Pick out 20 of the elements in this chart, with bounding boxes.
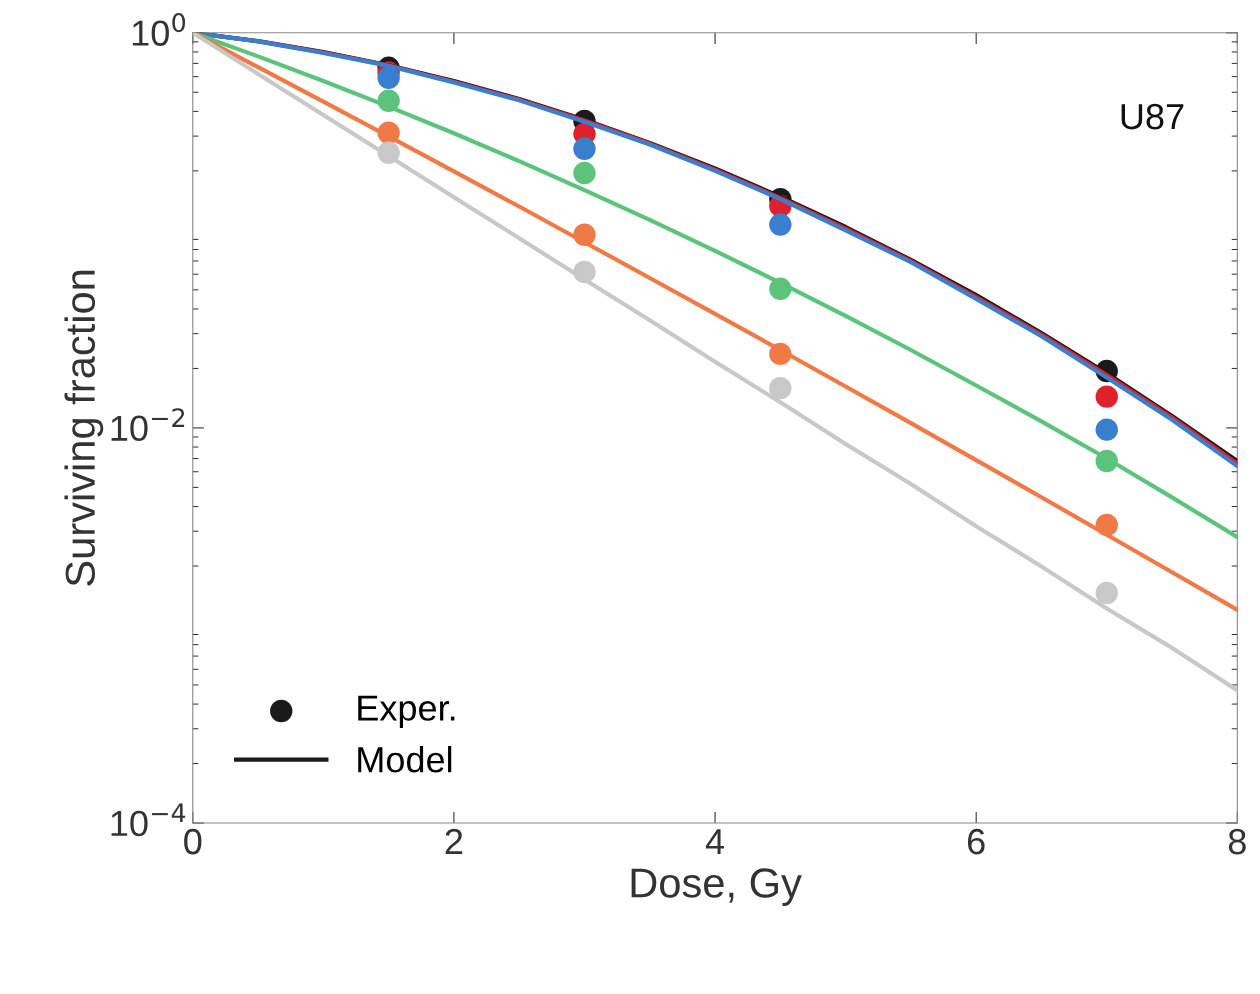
x-tick-label: 8: [1228, 828, 1246, 855]
x-tick-label: 0: [184, 828, 202, 855]
legend-label: Exper.: [358, 695, 455, 728]
legend-label: Model: [358, 746, 452, 773]
point: [573, 137, 596, 160]
point: [573, 161, 596, 185]
y-axis-title: Surviving fraction: [64, 270, 104, 586]
point: [1095, 418, 1118, 441]
point: [1095, 581, 1118, 605]
x-tick-label: 6: [967, 828, 985, 855]
y-tick-label: 10$^{−2}$: [111, 408, 185, 442]
x-axis-title: Dose, Gy: [631, 868, 802, 906]
point: [769, 376, 792, 400]
y-tick-label: 10$^{0}$: [132, 13, 186, 46]
x-tick-label: 4: [705, 829, 725, 855]
annotation: U87: [1121, 103, 1184, 130]
point: [1095, 385, 1118, 408]
x-tick-label: 2: [445, 828, 463, 855]
point: [377, 66, 400, 89]
point: [769, 213, 792, 236]
